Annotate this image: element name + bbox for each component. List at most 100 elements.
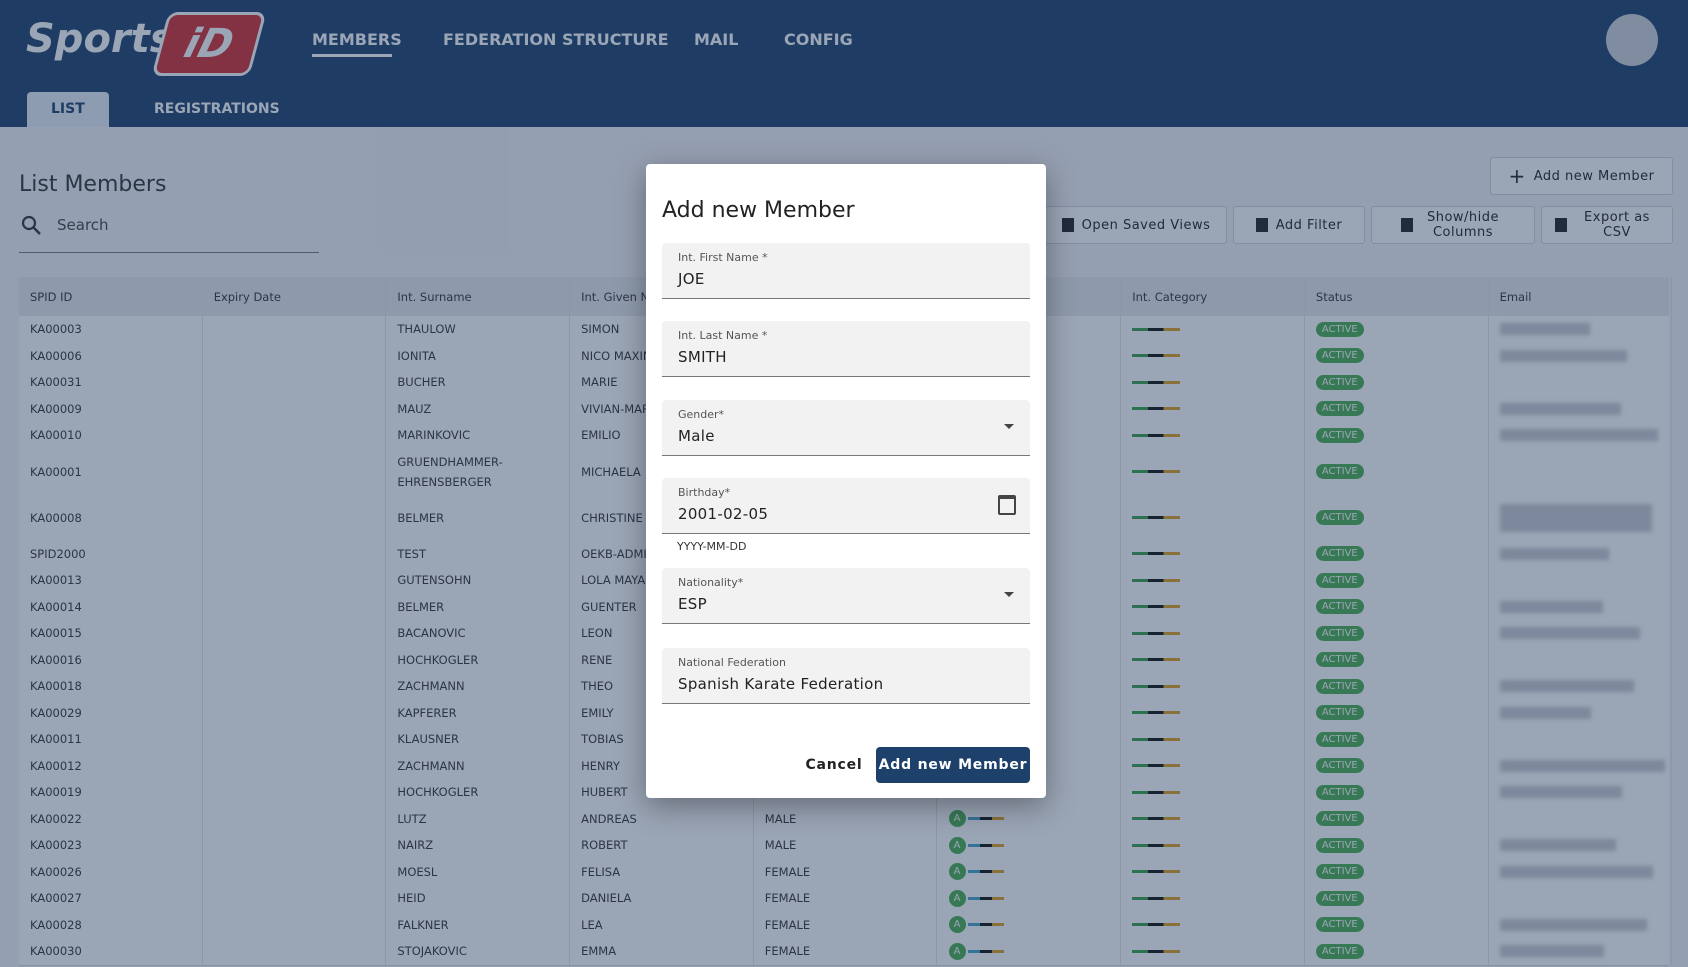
email-blur [1499, 349, 1627, 362]
expiry-cell [203, 885, 387, 912]
type-bars [967, 896, 1004, 900]
gender-cell-text: MALE [764, 811, 797, 826]
add-member-button[interactable]: + Add new Member [1490, 157, 1673, 195]
email-blur [1499, 839, 1616, 852]
field-value: JOE [678, 270, 705, 288]
toolbar-button[interactable]: Show/hide Columns [1371, 206, 1535, 244]
expiry-cell [203, 448, 387, 495]
id-cell-text: KA00009 [30, 401, 82, 416]
avatar[interactable] [1606, 14, 1658, 66]
cancel-button[interactable]: Cancel [805, 757, 863, 773]
gender-cell-text: FEMALE [764, 891, 811, 906]
id-cell-text: KA00019 [30, 785, 82, 800]
surname-cell-text: HOCHKOGLER [397, 785, 479, 800]
id-cell: KA00028 [19, 911, 203, 938]
nav-item[interactable]: FEDERATION STRUCTURE [443, 30, 669, 49]
tab[interactable]: REGISTRATIONS [154, 101, 280, 117]
status-badge: ACTIVE [1315, 864, 1364, 880]
form-field[interactable]: Int. Last Name * SMITH [662, 321, 1030, 377]
email-cell [1489, 646, 1673, 673]
form-field[interactable]: National Federation Spanish Karate Federa… [662, 648, 1030, 704]
field-value: SMITH [678, 348, 727, 366]
surname-cell: ZACHMANN [386, 673, 571, 700]
gender-cell: MALE [754, 832, 938, 859]
id-cell: KA00031 [19, 369, 203, 396]
email-cell [1489, 832, 1673, 859]
nav-item[interactable]: MAIL [694, 30, 739, 49]
type-badge: A [948, 942, 966, 960]
given-name-cell-text: LEON [581, 626, 613, 641]
expiry-cell [203, 567, 387, 594]
id-cell-text: KA00029 [30, 705, 82, 720]
surname-cell-text: KAPFERER [397, 705, 457, 720]
surname-cell: STOJAKOVIC [386, 938, 571, 965]
form-field[interactable]: Birthday* 2001-02-05 [662, 478, 1030, 534]
id-cell: KA00014 [19, 593, 203, 620]
calendar-icon[interactable] [998, 495, 1016, 515]
gender-cell-text: FEMALE [764, 917, 811, 932]
surname-cell: KAPFERER [386, 699, 571, 726]
given-name-cell-text: EMILY [581, 705, 614, 720]
category-cell [1121, 593, 1305, 620]
form-field[interactable]: Int. First Name * JOE [662, 243, 1030, 299]
email-blur [1499, 402, 1621, 415]
field-value: Male [678, 427, 715, 445]
nav-item[interactable]: MEMBERS [312, 30, 402, 49]
id-cell: KA00023 [19, 832, 203, 859]
category-cell [1121, 540, 1305, 567]
toolbar-button[interactable]: Export as CSV [1541, 206, 1673, 244]
id-cell-text: KA00023 [30, 838, 82, 853]
id-cell: KA00001 [19, 448, 203, 495]
button-icon [1400, 218, 1413, 232]
category-cell [1121, 911, 1305, 938]
button-icon [1255, 218, 1268, 232]
category-bars [1132, 949, 1181, 953]
search-input[interactable]: Search [19, 206, 319, 253]
category-bars [1132, 407, 1181, 411]
status-badge: ACTIVE [1315, 837, 1364, 853]
id-cell-text: KA00008 [30, 510, 82, 525]
column-header: Int. Category [1121, 277, 1305, 316]
type-cell [938, 369, 1122, 396]
given-name-cell-text: VIVIAN-MAR [581, 401, 651, 416]
button-icon [1061, 218, 1074, 232]
id-cell: KA00012 [19, 752, 203, 779]
table-row[interactable] [19, 938, 1669, 966]
gender-cell-text: MALE [764, 838, 797, 853]
given-name-cell: FELISA [570, 858, 754, 885]
field-label: Nationality* [678, 576, 744, 589]
id-cell-text: KA00016 [30, 652, 82, 667]
modal-title: Add new Member [662, 198, 855, 223]
field-label: Gender* [678, 408, 725, 421]
status-badge: ACTIVE [1315, 943, 1364, 959]
type-cell [938, 540, 1122, 567]
given-name-cell-text: GUENTER [581, 599, 637, 614]
field-helper: YYYY-MM-DD [677, 540, 747, 553]
table-row[interactable] [19, 858, 1669, 886]
form-field[interactable]: Nationality* ESP [662, 568, 1030, 624]
type-cell [938, 567, 1122, 594]
toolbar-button[interactable]: Open Saved Views [1045, 206, 1227, 244]
status-cell: ACTIVE [1305, 395, 1489, 422]
type-cell [938, 726, 1122, 753]
email-blur [1499, 503, 1652, 532]
field-value: Spanish Karate Federation [678, 675, 884, 693]
submit-button[interactable]: Add new Member [876, 747, 1030, 783]
button-label: Export as CSV [1584, 210, 1650, 240]
tab[interactable]: LIST [27, 92, 109, 127]
given-name-cell-text: ANDREAS [581, 811, 637, 826]
nav-item[interactable]: CONFIG [784, 30, 853, 49]
toolbar-button[interactable]: Add Filter [1233, 206, 1365, 244]
given-name-cell-text: OEKB-ADMI [581, 546, 647, 561]
category-cell [1121, 448, 1305, 495]
table-row[interactable] [19, 805, 1669, 833]
gender-cell-text: FEMALE [764, 944, 811, 959]
id-cell: KA00016 [19, 646, 203, 673]
logo-text: Sports [26, 16, 174, 62]
form-field[interactable]: Gender* Male [662, 400, 1030, 456]
id-cell: KA00006 [19, 342, 203, 369]
status-cell: ACTIVE [1305, 911, 1489, 938]
category-bars [1132, 552, 1181, 556]
given-name-cell-text: TOBIAS [581, 732, 624, 747]
status-cell: ACTIVE [1305, 369, 1489, 396]
